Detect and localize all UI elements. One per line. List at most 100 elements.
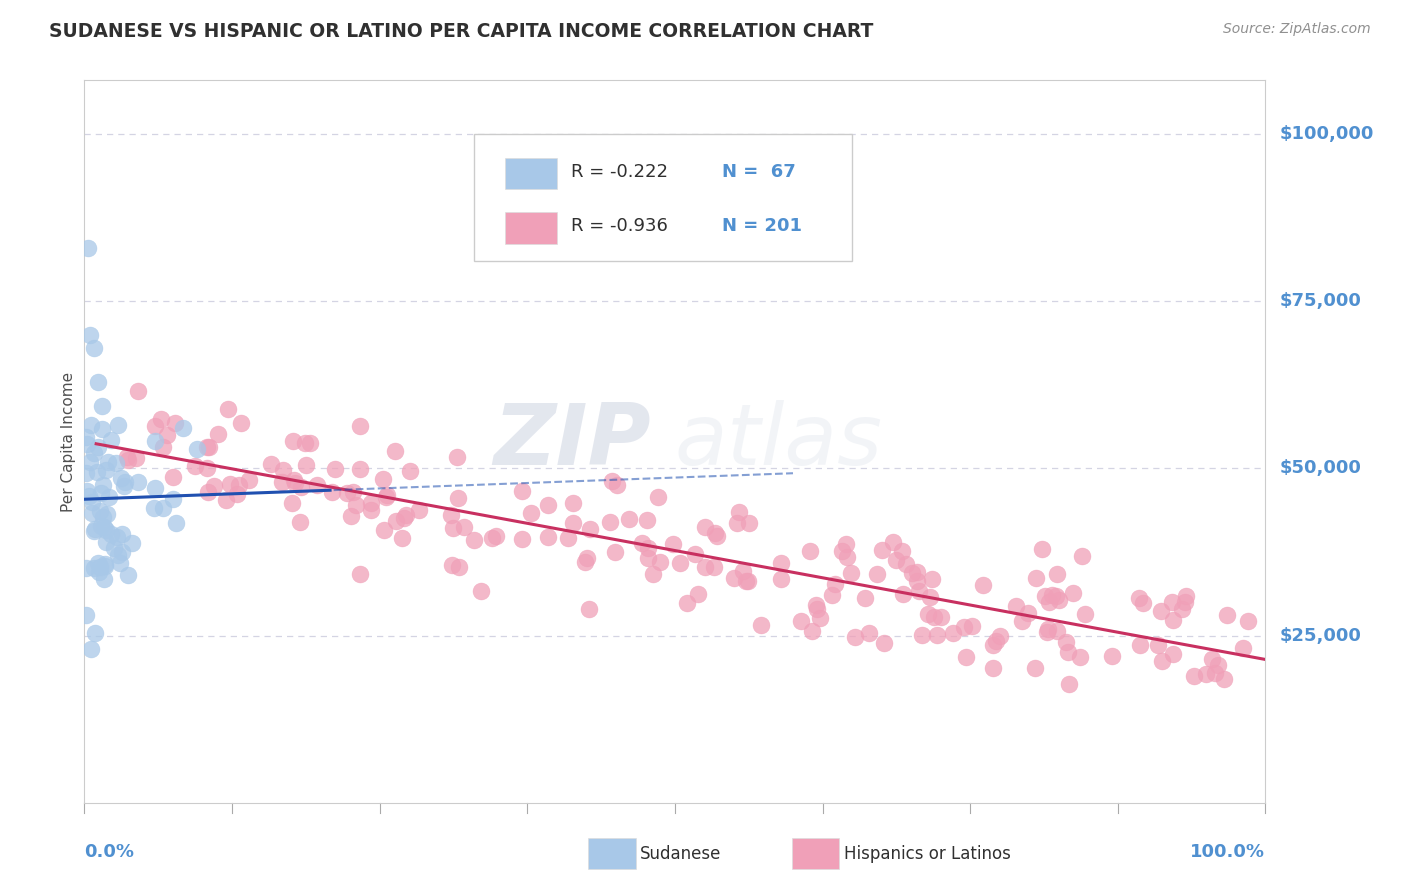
- Point: [152, 501, 174, 516]
- Point: [96, 463, 118, 477]
- Point: [186, 442, 208, 456]
- Point: [143, 501, 166, 516]
- Point: [901, 566, 924, 580]
- Point: [908, 584, 931, 599]
- Point: [162, 491, 184, 506]
- Point: [562, 496, 585, 510]
- Point: [283, 434, 305, 448]
- Point: [617, 512, 640, 526]
- Point: [202, 478, 225, 492]
- Point: [510, 484, 533, 499]
- Point: [1161, 613, 1184, 627]
- Point: [384, 444, 406, 458]
- Point: [86, 465, 108, 479]
- Point: [866, 566, 889, 581]
- Text: N = 201: N = 201: [723, 218, 801, 235]
- Point: [447, 560, 470, 574]
- Point: [1025, 571, 1047, 585]
- Point: [91, 400, 114, 414]
- Point: [600, 474, 623, 488]
- Point: [953, 620, 976, 634]
- Point: [441, 521, 464, 535]
- Point: [470, 584, 492, 599]
- Point: [731, 564, 754, 578]
- Point: [80, 641, 103, 656]
- Point: [96, 535, 118, 549]
- Point: [799, 544, 821, 558]
- Point: [1152, 654, 1174, 668]
- Point: [669, 556, 692, 570]
- Point: [83, 445, 105, 459]
- Point: [749, 618, 772, 632]
- Point: [375, 491, 398, 505]
- Point: [447, 491, 470, 506]
- Text: Source: ZipAtlas.com: Source: ZipAtlas.com: [1223, 22, 1371, 37]
- Point: [107, 548, 129, 562]
- Point: [360, 496, 382, 510]
- FancyBboxPatch shape: [505, 158, 557, 189]
- Point: [100, 434, 122, 448]
- Point: [891, 587, 914, 601]
- Point: [821, 588, 844, 602]
- Point: [481, 531, 503, 545]
- Point: [896, 558, 918, 572]
- Point: [637, 541, 659, 555]
- FancyBboxPatch shape: [474, 135, 852, 260]
- Point: [1237, 615, 1260, 629]
- Point: [955, 650, 977, 665]
- Point: [184, 458, 207, 473]
- Point: [114, 475, 136, 490]
- Point: [695, 520, 717, 534]
- Point: [110, 471, 132, 485]
- Point: [1204, 665, 1226, 680]
- Point: [844, 630, 866, 644]
- Point: [804, 598, 827, 612]
- Point: [195, 440, 218, 454]
- Point: [295, 458, 318, 472]
- Point: [77, 240, 100, 255]
- Point: [631, 536, 654, 550]
- Point: [321, 485, 343, 500]
- Point: [195, 461, 218, 475]
- Point: [1146, 638, 1168, 652]
- Point: [298, 436, 321, 450]
- Point: [89, 504, 111, 518]
- Point: [1132, 596, 1154, 610]
- Point: [1171, 602, 1194, 616]
- Point: [650, 555, 672, 569]
- Point: [981, 661, 1004, 675]
- Point: [323, 461, 346, 475]
- Point: [84, 522, 107, 536]
- Point: [283, 473, 305, 487]
- Point: [117, 568, 139, 582]
- Point: [1174, 589, 1197, 603]
- Point: [83, 341, 105, 355]
- Point: [349, 461, 371, 475]
- Point: [76, 437, 98, 451]
- Point: [519, 506, 541, 520]
- Point: [723, 570, 745, 584]
- Point: [93, 520, 115, 534]
- Point: [198, 440, 221, 454]
- FancyBboxPatch shape: [505, 211, 557, 244]
- Point: [1074, 607, 1097, 621]
- Point: [557, 531, 579, 545]
- Point: [75, 430, 97, 444]
- Point: [1035, 625, 1057, 640]
- Point: [226, 487, 249, 501]
- Point: [1024, 661, 1046, 675]
- Point: [152, 440, 174, 454]
- Point: [89, 559, 111, 574]
- Point: [82, 494, 104, 508]
- Point: [284, 475, 307, 490]
- Point: [87, 565, 110, 579]
- Point: [115, 450, 138, 464]
- Point: [90, 486, 112, 500]
- Point: [1040, 588, 1063, 602]
- Point: [408, 503, 430, 517]
- Point: [485, 529, 508, 543]
- Point: [1057, 645, 1080, 659]
- Point: [392, 510, 415, 524]
- Point: [165, 516, 187, 530]
- Point: [905, 566, 928, 580]
